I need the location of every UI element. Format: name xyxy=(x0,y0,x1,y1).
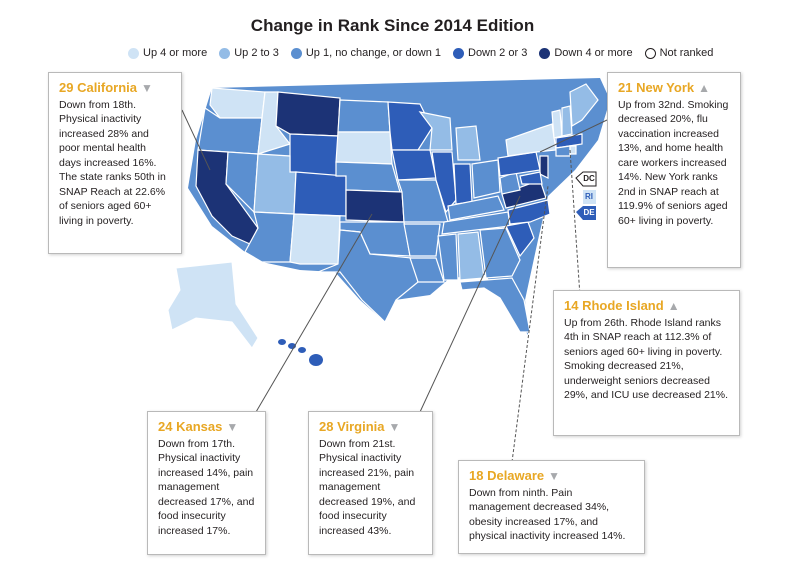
state-texas xyxy=(317,229,419,323)
state-alabama xyxy=(457,231,485,281)
callout-leader-lines xyxy=(181,109,608,463)
map-title: Change in Rank Since 2014 Edition xyxy=(250,16,535,35)
state-south-dakota xyxy=(335,131,393,165)
leader-line-rhode-island xyxy=(569,149,581,297)
up-arrow-icon: ▲ xyxy=(667,299,680,313)
legend-label: Up 2 to 3 xyxy=(234,47,279,59)
leader-line-delaware xyxy=(511,185,549,463)
state-missouri xyxy=(397,179,449,223)
legend-label: Not ranked xyxy=(659,47,714,59)
state-indiana xyxy=(453,163,473,205)
state-arkansas xyxy=(403,223,441,257)
legend: Up 4 or more Up 2 to 3 Up 1, no change, … xyxy=(128,45,713,61)
state-vermont xyxy=(551,109,563,139)
state-connecticut xyxy=(555,145,571,157)
up-arrow-icon: ▲ xyxy=(698,81,711,95)
legend-label: Up 1, no change, or down 1 xyxy=(305,47,441,59)
callout-text: Down from ninth. Pain management decreas… xyxy=(469,486,626,543)
state-maine xyxy=(569,83,599,128)
callout-text: Down from 21st. Physical inactivity incr… xyxy=(319,437,416,537)
state-north-dakota xyxy=(337,99,391,133)
ri-marker xyxy=(583,190,596,204)
leader-line-kansas xyxy=(255,213,373,413)
callout-virginia: 28 Virginia ▼ Down from 21st. Physical in… xyxy=(308,411,433,555)
legend-item-down-4: Down 4 or more xyxy=(539,47,633,59)
callout-title: 14 Rhode Island xyxy=(564,298,664,313)
callout-head: 18 Delaware ▼ xyxy=(469,468,634,484)
dc-marker xyxy=(575,171,597,187)
down-arrow-icon: ▼ xyxy=(388,420,401,434)
state-georgia xyxy=(479,227,521,279)
callout-title: 21 New York xyxy=(618,80,695,95)
legend-swatch xyxy=(290,47,302,59)
callout-california: 29 California ▼ Down from 18th. Physical … xyxy=(48,72,182,254)
callout-text: Up from 32nd. Smoking decreased 20%, flu… xyxy=(618,98,729,227)
callout-title: 29 California xyxy=(59,80,138,95)
state-utah xyxy=(253,153,297,215)
state-alaska xyxy=(167,261,259,349)
callout-text: Up from 26th. Rhode Island ranks 4th in … xyxy=(564,316,729,402)
state-wyoming xyxy=(289,133,339,177)
legend-item-not-ranked: Not ranked xyxy=(644,47,714,59)
legend-swatch xyxy=(219,47,231,59)
state-kansas xyxy=(345,189,405,223)
state-hawaii xyxy=(278,339,323,366)
state-ohio xyxy=(471,159,501,199)
callout-delaware: 18 Delaware ▼ Down from ninth. Pain manag… xyxy=(458,460,645,554)
legend-label: Up 4 or more xyxy=(143,47,208,59)
dc-tag: DC xyxy=(583,174,595,183)
state-michigan xyxy=(455,125,481,161)
legend-item-up-1: Up 1, no change, or down 1 xyxy=(290,47,441,59)
de-marker xyxy=(576,206,596,220)
callout-head: 21 New York ▲ xyxy=(618,80,730,96)
state-nebraska xyxy=(335,161,401,193)
state-florida xyxy=(459,277,531,333)
callout-title: 28 Virginia xyxy=(319,419,385,434)
state-rhode-island xyxy=(569,145,577,155)
state-maryland xyxy=(519,171,543,185)
legend-label: Down 4 or more xyxy=(554,47,633,59)
leader-line-california xyxy=(181,109,211,171)
callout-new-york: 21 New York ▲ Up from 32nd. Smoking decre… xyxy=(607,72,741,268)
down-arrow-icon: ▼ xyxy=(548,469,561,483)
legend-label: Down 2 or 3 xyxy=(468,47,528,59)
callout-head: 14 Rhode Island ▲ xyxy=(564,298,729,314)
state-mississippi xyxy=(437,233,459,281)
callout-text: Down from 17th. Physical inactivity incr… xyxy=(158,437,255,537)
legend-item-up-4: Up 4 or more xyxy=(128,47,207,59)
ri-tag: RI xyxy=(585,192,593,201)
legend-item-down-2-3: Down 2 or 3 xyxy=(453,47,527,59)
small-state-markers xyxy=(575,171,597,220)
de-tag: DE xyxy=(583,208,595,217)
legend-swatch xyxy=(453,47,464,59)
down-arrow-icon: ▼ xyxy=(141,81,153,95)
legend-item-up-2-3: Up 2 to 3 xyxy=(219,47,279,59)
state-wisconsin xyxy=(418,111,453,151)
callout-head: 28 Virginia ▼ xyxy=(319,419,422,435)
callout-title: 18 Delaware xyxy=(469,468,545,483)
state-iowa xyxy=(391,149,437,181)
state-new-mexico xyxy=(289,213,341,265)
callout-rhode-island: 14 Rhode Island ▲ Up from 26th. Rhode Isl… xyxy=(553,290,740,436)
state-kentucky xyxy=(447,195,505,221)
callout-text: Down from 18th. Physical inactivity incr… xyxy=(59,98,166,227)
state-new-hampshire xyxy=(561,105,573,137)
legend-swatch xyxy=(539,47,551,59)
state-colorado xyxy=(293,171,347,217)
callout-title: 24 Kansas xyxy=(158,419,223,434)
state-new-jersey xyxy=(539,155,549,179)
state-north-carolina xyxy=(507,199,551,225)
legend-swatch xyxy=(128,47,139,59)
callout-head: 29 California ▼ xyxy=(59,80,171,96)
callout-head: 24 Kansas ▼ xyxy=(158,419,255,435)
callout-kansas: 24 Kansas ▼ Down from 17th. Physical inac… xyxy=(147,411,266,555)
state-montana xyxy=(275,91,341,137)
legend-swatch xyxy=(644,47,656,59)
state-washington xyxy=(209,87,266,119)
state-louisiana xyxy=(409,257,445,283)
leader-line-new-york xyxy=(539,119,608,153)
leader-line-virginia xyxy=(419,195,521,413)
down-arrow-icon: ▼ xyxy=(226,420,239,434)
